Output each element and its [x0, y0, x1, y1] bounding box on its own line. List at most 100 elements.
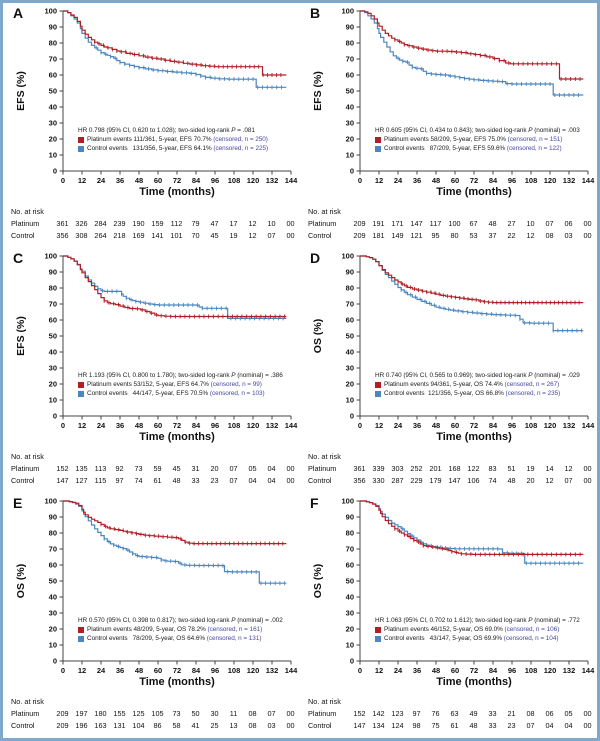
risk-row-platinum: Platinum 152 135 113 92 73 59 45 31 20 07 05 04 00 [11, 464, 300, 473]
risk-count: 74 [134, 476, 143, 485]
y-tick-label: 100 [44, 7, 57, 16]
annotation-block: HR 0.740 (95% CI, 0.565 to 0.969); two-s… [375, 372, 580, 397]
risk-count: 124 [391, 721, 404, 730]
x-tick-label: 48 [432, 176, 440, 185]
risk-rows: Platinum 209 191 171 147 117 100 67 48 27 10 07 06 00… [300, 219, 597, 240]
legend-censored-text: (censored, n = 267) [504, 381, 560, 389]
legend: Platinum events 94/361, 5-year, OS 74.4%… [375, 381, 580, 397]
survival-curves-chart: 0 10 20 30 40 50 60 70 80 90 100 0 12 24 36 48 60 72 84 96 1… [341, 252, 595, 430]
x-tick-label: 144 [582, 421, 595, 430]
x-tick-label: 144 [582, 666, 595, 675]
legend-item: Platinum events 48/209, 5-year, OS 78.2%… [78, 626, 283, 633]
x-tick-label: 96 [508, 421, 516, 430]
risk-count: 07 [564, 476, 573, 485]
x-tick-label: 72 [173, 666, 181, 675]
risk-count: 179 [429, 476, 442, 485]
risk-count: 27 [507, 219, 516, 228]
risk-count: 181 [372, 231, 385, 240]
y-tick-label: 70 [49, 545, 57, 554]
legend-text: Platinum events 46/152, 5-year, OS 69.0% [384, 626, 505, 634]
x-tick-label: 48 [432, 666, 440, 675]
x-tick-label: 36 [413, 176, 421, 185]
hr-text-part: (nominal) = .029 [532, 372, 580, 379]
hr-text-part: HR 0.740 (95% CI, 0.565 to 0.969); two-s… [375, 372, 529, 379]
x-tick-label: 132 [563, 666, 576, 675]
risk-count: 169 [132, 231, 145, 240]
risk-count: 12 [564, 464, 573, 473]
risk-table: No. at risk Platinum 209 197 180 155 125 105 73… [3, 697, 300, 730]
risk-count: 152 [353, 709, 366, 718]
risk-count: 287 [391, 476, 404, 485]
x-tick-label: 60 [154, 666, 162, 675]
y-tick-label: 0 [53, 412, 57, 421]
x-tick-label: 132 [266, 421, 279, 430]
y-tick-label: 30 [49, 609, 57, 618]
x-tick-label: 96 [211, 666, 219, 675]
risk-count: 49 [469, 709, 478, 718]
risk-count: 41 [191, 721, 200, 730]
y-tick-label: 40 [346, 348, 354, 357]
y-tick-label: 20 [49, 135, 57, 144]
x-tick-label: 24 [97, 176, 106, 185]
risk-row-control: Control 209 181 149 121 95 80 53 37 22 12 08 03 00 [308, 231, 597, 240]
x-tick-label: 132 [563, 176, 576, 185]
risk-row-label: Control [308, 231, 332, 240]
curve-control [63, 255, 287, 319]
risk-count: 03 [564, 231, 573, 240]
risk-rows: Platinum 361 339 303 252 201 168 122 83 51 19 14 12 0… [300, 464, 597, 485]
y-tick-label: 10 [346, 151, 354, 160]
y-tick-label: 80 [49, 39, 57, 48]
risk-rows: Platinum 152 135 113 92 73 59 45 31 20 07 05 04 00 Con… [3, 464, 300, 485]
legend-swatch-red [78, 136, 84, 143]
x-tick-label: 108 [525, 176, 538, 185]
risk-count: 20 [210, 464, 219, 473]
curve-control [360, 255, 584, 332]
curve-control [63, 10, 287, 88]
risk-count: 67 [469, 219, 478, 228]
risk-count: 07 [229, 464, 238, 473]
curve-platinum [63, 10, 287, 76]
y-tick-label: 90 [346, 23, 354, 32]
legend: Platinum events 111/361, 5-year, EFS 70.… [78, 136, 268, 152]
risk-count: 127 [75, 476, 88, 485]
risk-count: 112 [170, 219, 183, 228]
risk-count: 21 [507, 709, 516, 718]
hr-text-part: (nominal) = .772 [532, 617, 580, 624]
legend: Platinum events 53/152, 5-year, EFS 64.7… [78, 381, 283, 397]
risk-count: 50 [191, 709, 200, 718]
panel-f: F OS (%) 0 10 20 30 40 50 60 70 80 90 100 0 12 24 36 48… [300, 493, 597, 738]
risk-count: 190 [132, 219, 145, 228]
risk-count: 180 [94, 709, 107, 718]
risk-row-label: Platinum [11, 219, 40, 228]
risk-count: 97 [115, 476, 124, 485]
y-tick-label: 0 [350, 167, 354, 176]
risk-count: 45 [172, 464, 181, 473]
risk-count: 20 [526, 476, 535, 485]
x-tick-label: 0 [61, 666, 65, 675]
hr-p-symbol: P [528, 127, 533, 134]
legend-swatch-red [78, 381, 84, 388]
y-tick-label: 60 [346, 71, 354, 80]
risk-count: 04 [267, 464, 276, 473]
risk-count: 07 [229, 476, 238, 485]
risk-count: 48 [172, 476, 181, 485]
risk-count: 51 [507, 464, 516, 473]
panel-c: C EFS (%) 0 10 20 30 40 50 60 70 80 90 100 0 12 24 36 4… [3, 248, 300, 493]
x-tick-label: 96 [211, 421, 219, 430]
y-tick-label: 60 [346, 561, 354, 570]
risk-count: 45 [210, 231, 219, 240]
risk-count: 105 [151, 709, 164, 718]
risk-count: 07 [545, 219, 554, 228]
y-tick-label: 20 [346, 380, 354, 389]
risk-count: 00 [286, 219, 295, 228]
risk-count: 37 [488, 231, 497, 240]
risk-count: 05 [248, 464, 257, 473]
risk-count: 125 [132, 709, 145, 718]
risk-count: 07 [267, 231, 276, 240]
risk-table-header: No. at risk [308, 697, 341, 706]
y-tick-label: 70 [49, 55, 57, 64]
risk-count: 252 [410, 464, 423, 473]
risk-row-label: Control [11, 476, 35, 485]
risk-count: 141 [151, 231, 164, 240]
y-tick-label: 20 [346, 135, 354, 144]
